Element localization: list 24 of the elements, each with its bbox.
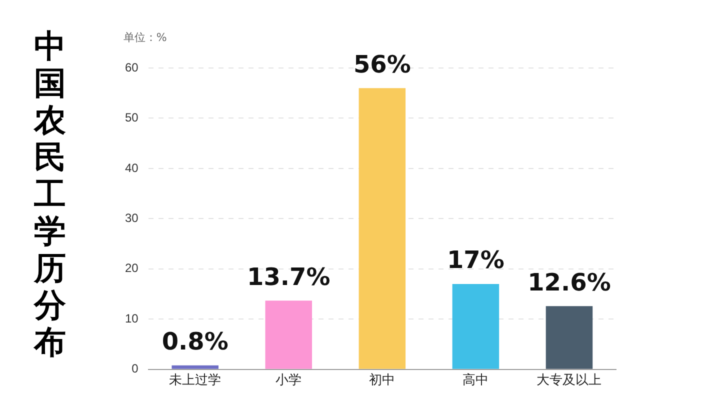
y-tick-label: 0	[132, 362, 139, 376]
y-tick-label: 60	[124, 60, 139, 74]
y-tick-label: 20	[124, 261, 139, 276]
y-tick-label: 30	[124, 211, 139, 226]
data-label: 13.7%	[247, 262, 330, 291]
y-tick-label: 10	[124, 311, 139, 326]
data-label: 0.8%	[162, 328, 228, 356]
bar	[265, 300, 312, 369]
x-tick-label: 小学	[276, 372, 302, 387]
bar	[546, 306, 593, 369]
x-tick-label: 初中	[369, 372, 396, 387]
y-tick-label: 40	[124, 160, 139, 175]
data-label: 17%	[446, 246, 504, 274]
chart-title: 中国农民工学历分布	[34, 27, 66, 361]
x-tick-label: 未上过学	[169, 372, 222, 387]
y-tick-label: 50	[124, 110, 139, 125]
data-label: 12.6%	[528, 268, 611, 296]
bar	[452, 284, 500, 369]
bar	[358, 88, 406, 369]
x-tick-label: 高中	[462, 372, 489, 387]
data-label: 56%	[353, 50, 411, 78]
y-axis-title: 单位：%	[123, 30, 167, 44]
bar	[172, 365, 218, 369]
x-tick-label: 大专及以上	[536, 372, 602, 387]
